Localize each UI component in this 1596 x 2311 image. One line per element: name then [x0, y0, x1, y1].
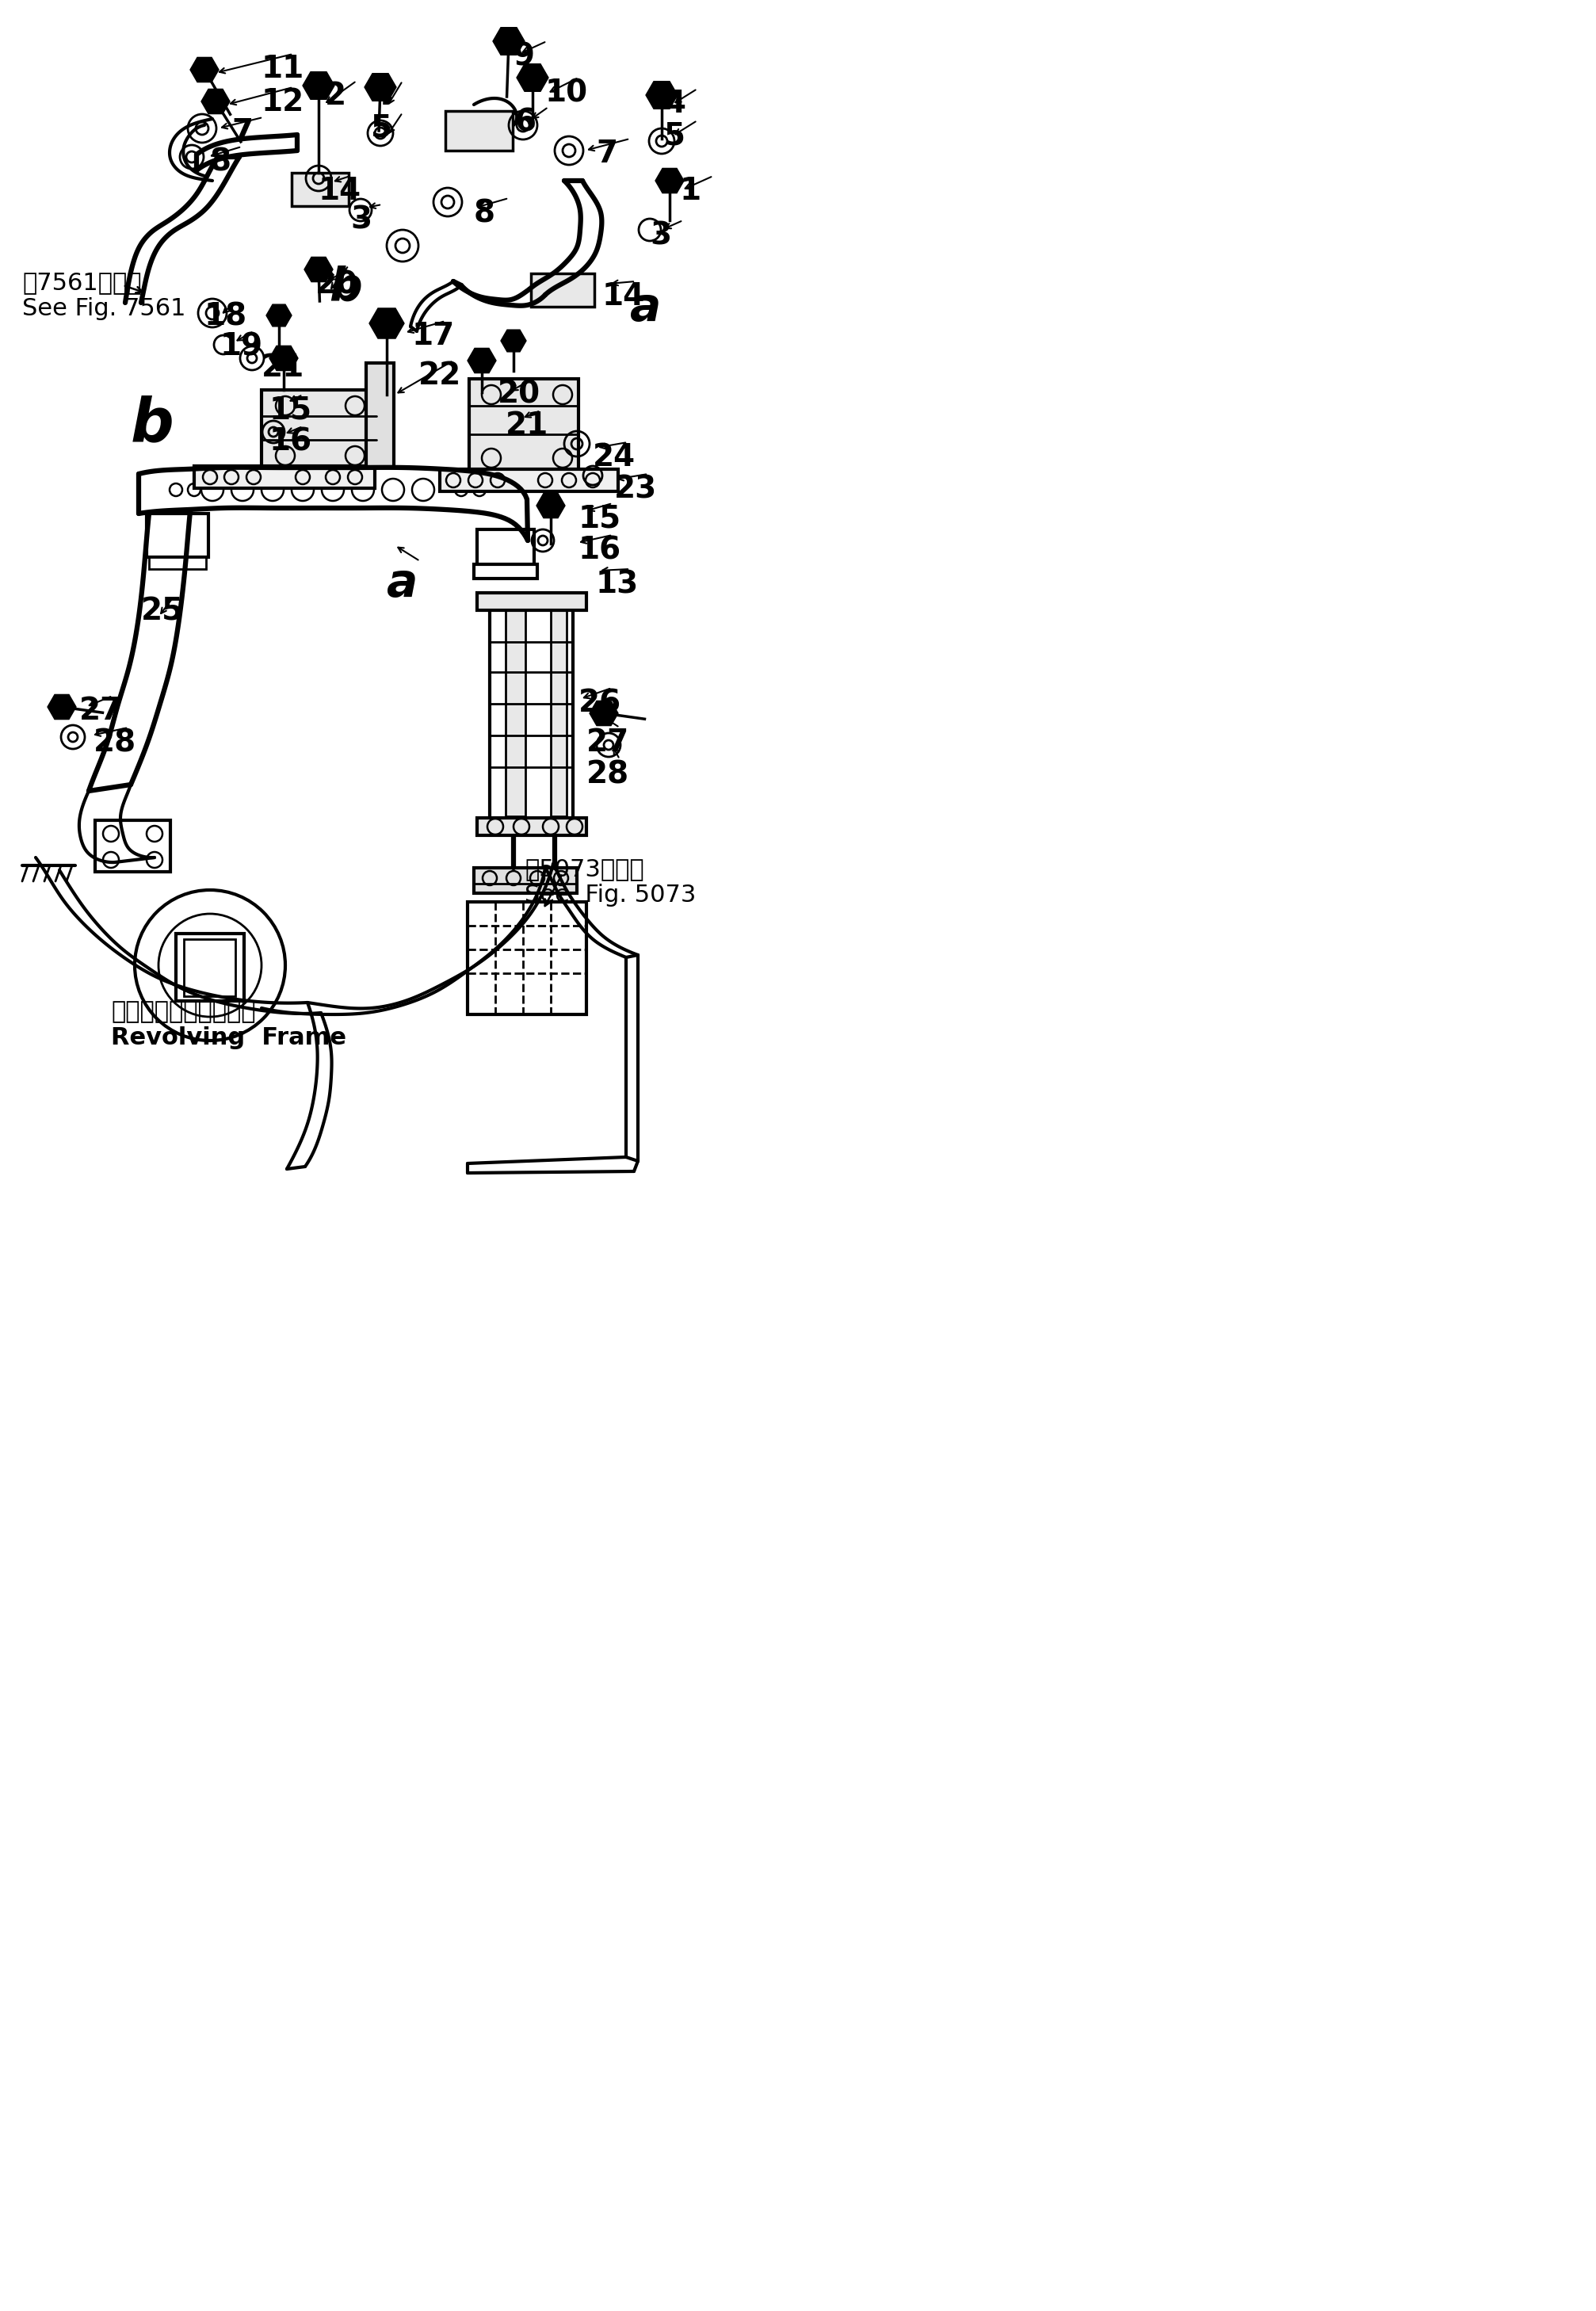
Text: 8: 8 [211, 146, 231, 176]
Polygon shape [517, 65, 549, 92]
Bar [474, 869, 576, 892]
Bar [468, 901, 586, 1015]
Text: 17: 17 [412, 321, 455, 351]
Polygon shape [48, 696, 77, 719]
Text: 27: 27 [80, 696, 123, 726]
Text: a: a [630, 284, 661, 330]
Polygon shape [656, 169, 685, 194]
Text: b: b [329, 266, 362, 310]
Bar [195, 467, 375, 488]
Text: 3: 3 [350, 203, 372, 236]
Text: 20: 20 [498, 379, 541, 409]
Text: 15: 15 [270, 395, 313, 425]
Text: 11: 11 [262, 53, 305, 83]
Text: 12: 12 [262, 88, 305, 118]
Bar [147, 513, 209, 557]
Text: 第7561図参照: 第7561図参照 [22, 270, 142, 293]
Bar [490, 603, 573, 823]
Bar [474, 564, 538, 578]
Text: 16: 16 [270, 425, 313, 458]
Bar [477, 594, 586, 610]
Bar [148, 557, 206, 569]
Text: 8: 8 [474, 199, 495, 229]
Text: 5: 5 [370, 113, 393, 143]
Text: 7: 7 [231, 118, 252, 148]
Text: 3: 3 [650, 220, 672, 250]
Text: 6: 6 [516, 106, 536, 136]
Text: 14: 14 [602, 282, 645, 312]
Text: 20: 20 [316, 270, 358, 300]
Polygon shape [305, 257, 334, 282]
Text: 28: 28 [586, 760, 629, 790]
Text: 28: 28 [94, 728, 136, 758]
Polygon shape [493, 28, 525, 55]
Text: 第5073図参照: 第5073図参照 [525, 857, 643, 880]
Text: 7: 7 [595, 139, 618, 169]
Text: 2: 2 [326, 81, 346, 111]
Bar [477, 818, 586, 834]
Polygon shape [267, 305, 292, 326]
Text: 10: 10 [546, 79, 587, 109]
Text: 21: 21 [262, 354, 305, 384]
Bar [445, 111, 512, 150]
Text: 16: 16 [578, 534, 621, 566]
Text: 19: 19 [220, 330, 263, 361]
Text: See Fig. 7561: See Fig. 7561 [22, 298, 185, 321]
Bar [365, 363, 394, 467]
Bar [96, 820, 171, 871]
Polygon shape [646, 81, 678, 109]
Bar [292, 173, 348, 206]
Text: 21: 21 [506, 411, 549, 441]
Text: 18: 18 [204, 300, 247, 330]
Polygon shape [501, 330, 527, 351]
Polygon shape [303, 72, 335, 99]
Text: 26: 26 [578, 689, 621, 719]
Text: 1: 1 [680, 176, 701, 206]
Polygon shape [468, 349, 496, 372]
Polygon shape [589, 700, 618, 726]
Text: a: a [386, 562, 418, 605]
Polygon shape [536, 492, 565, 518]
Text: 13: 13 [595, 569, 638, 599]
Text: 5: 5 [664, 120, 685, 150]
Text: 9: 9 [514, 42, 535, 72]
Text: 22: 22 [418, 361, 461, 391]
Bar [551, 608, 567, 816]
Bar [477, 529, 535, 566]
Text: Revolving  Frame: Revolving Frame [112, 1026, 346, 1049]
Polygon shape [364, 74, 396, 102]
Bar [262, 391, 377, 467]
Text: 27: 27 [586, 728, 629, 758]
Bar [469, 379, 578, 469]
Text: b: b [131, 395, 174, 453]
Bar [440, 469, 618, 492]
Text: 4: 4 [370, 81, 393, 111]
Text: 14: 14 [319, 176, 361, 206]
Text: レボルビングフレーム: レボルビングフレーム [112, 1001, 255, 1024]
Bar [531, 273, 594, 307]
Polygon shape [369, 307, 404, 337]
Text: 25: 25 [140, 596, 184, 626]
Bar [176, 934, 244, 1001]
Text: 23: 23 [614, 474, 658, 504]
Polygon shape [270, 347, 298, 370]
Text: 4: 4 [664, 88, 685, 118]
Text: 15: 15 [578, 504, 621, 534]
Polygon shape [190, 58, 219, 83]
Text: See  Fig. 5073: See Fig. 5073 [525, 883, 696, 906]
Polygon shape [201, 90, 230, 113]
Text: 24: 24 [592, 441, 635, 471]
Bar [184, 938, 235, 996]
Bar [506, 608, 525, 816]
